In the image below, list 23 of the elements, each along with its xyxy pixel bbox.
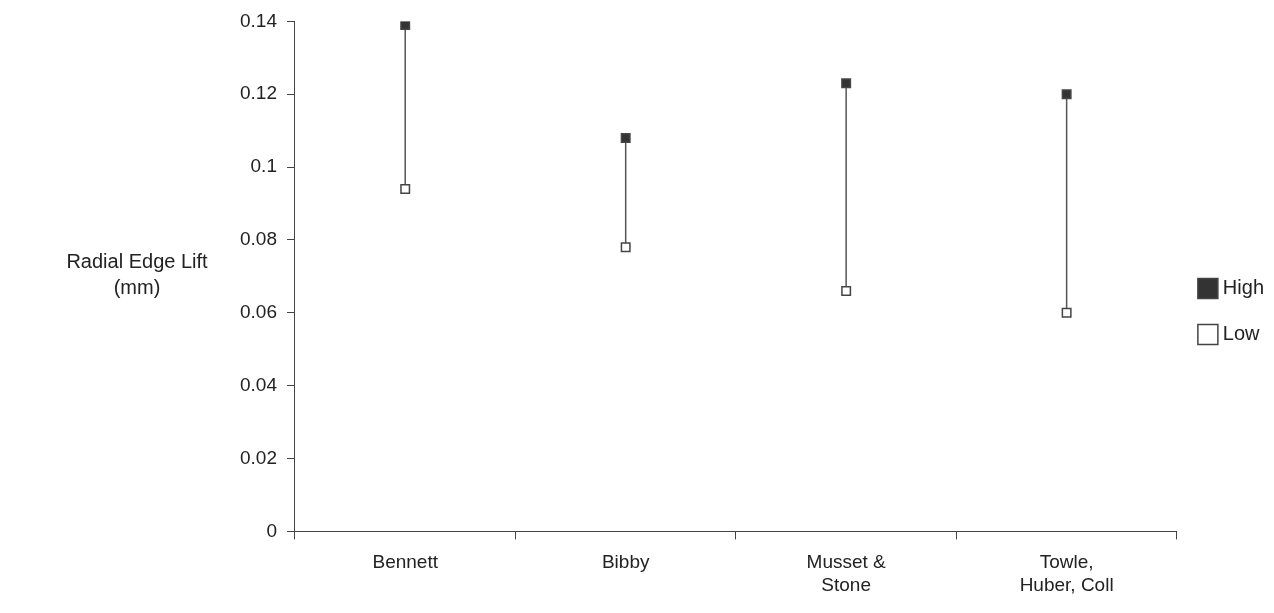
y-tick-label: 0.04	[240, 373, 278, 395]
x-tick-label: Musset & Stone	[806, 551, 887, 595]
x-tick-label: Bibby	[601, 551, 650, 573]
y-tick-label: 0.02	[240, 446, 277, 468]
point	[1061, 307, 1072, 318]
x-tick-label: Towle, Huber, Coll	[1019, 551, 1114, 595]
point	[620, 242, 631, 253]
y-axis-title: Radial Edge Lift (mm)	[66, 250, 209, 299]
y-tick-label: 0.12	[240, 82, 277, 104]
legend-label: High	[1222, 276, 1265, 299]
y-tick-label: 0.08	[240, 228, 277, 250]
y-tick-label: 0.06	[240, 301, 277, 323]
y-tick-label: 0	[266, 519, 277, 541]
x-tick-label: Bennett	[372, 551, 439, 573]
point	[841, 285, 852, 296]
point	[841, 78, 852, 89]
y-tick-label: 0.1	[250, 155, 277, 177]
point	[1061, 89, 1072, 100]
point	[400, 21, 411, 31]
point	[620, 132, 631, 143]
y-tick-label: 0.14	[240, 9, 278, 31]
legend-label: Low	[1222, 322, 1261, 345]
point	[400, 183, 411, 194]
